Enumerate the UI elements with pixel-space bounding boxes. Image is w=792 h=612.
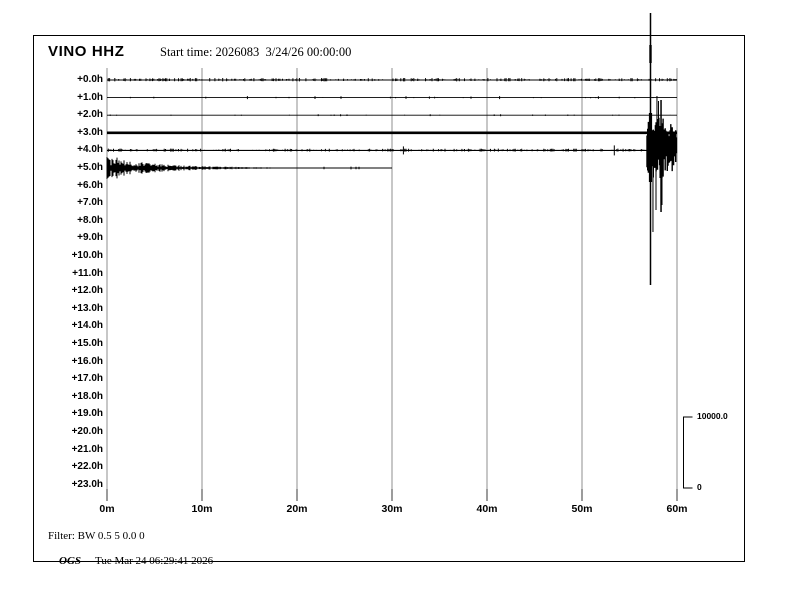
x-axis-label: 30m [381, 503, 403, 515]
y-axis-label: +9.0h [77, 232, 103, 244]
y-axis-label: +23.0h [71, 478, 103, 490]
y-axis-label: +15.0h [71, 338, 103, 349]
generated-timestamp: Tue Mar 24 06:29:41 2026 [95, 555, 214, 567]
y-axis-label: +10.0h [71, 250, 103, 261]
y-axis-label: +1.0h [77, 91, 103, 103]
y-axis-label: +8.0h [77, 214, 103, 226]
x-axis-label: 50m [571, 503, 593, 515]
y-axis-label: +11.0h [72, 267, 103, 279]
y-axis-label: +14.0h [71, 320, 103, 332]
y-axis-label: +4.0h [77, 144, 103, 156]
y-axis-label: +7.0h [77, 197, 103, 209]
start-time-label: Start time: 2026083 3/24/26 00:00:00 [160, 45, 352, 59]
y-axis-label: +21.0h [71, 443, 103, 455]
x-axis-label: 60m [666, 503, 688, 515]
y-axis-label: +12.0h [71, 285, 103, 297]
agency-name: OGS [59, 555, 82, 567]
scale-min-label: 0 [697, 482, 702, 492]
plot-frame [33, 35, 745, 562]
y-axis-label: +3.0h [77, 126, 103, 138]
y-axis-label: +22.0h [71, 461, 103, 473]
y-axis-label: +5.0h [77, 162, 103, 173]
y-axis-label: +2.0h [77, 109, 103, 121]
y-axis-label: +13.0h [71, 302, 103, 314]
x-axis-label: 40m [476, 503, 498, 515]
scale-max-label: 10000.0 [697, 411, 728, 421]
x-axis-label: 10m [191, 503, 213, 515]
y-axis-label: +20.0h [71, 426, 103, 437]
y-axis-label: +6.0h [77, 179, 103, 191]
station-title: VINO HHZ [48, 43, 125, 60]
filter-info: Filter: BW 0.5 5 0.0 0 [48, 530, 145, 542]
y-axis-label: +0.0h [77, 74, 103, 85]
y-axis-label: +17.0h [71, 373, 103, 385]
agency-line: OGS Tue Mar 24 06:29:41 2026 [48, 543, 213, 579]
y-axis-label: +19.0h [71, 408, 103, 420]
y-axis-label: +16.0h [71, 355, 103, 367]
x-axis-label: 20m [286, 503, 308, 515]
x-axis-label: 0m [99, 503, 115, 515]
y-axis-label: +18.0h [71, 390, 103, 402]
